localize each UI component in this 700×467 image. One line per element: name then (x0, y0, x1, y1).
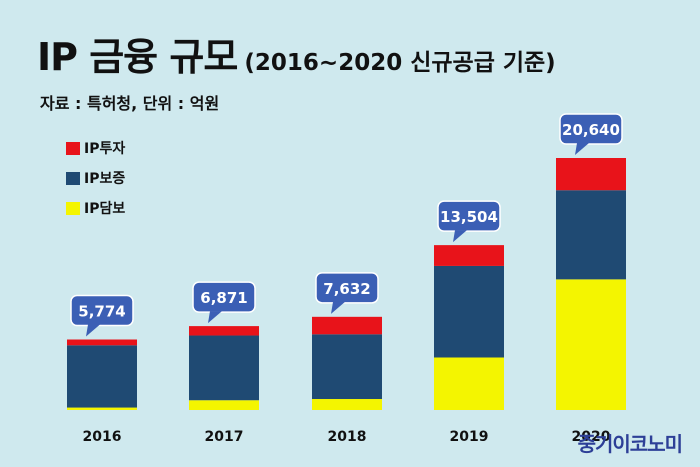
callout-bubble-2017 (192, 281, 256, 313)
callout-pointer-2017 (208, 311, 222, 324)
total-callout-2019: 13,504 (437, 200, 501, 243)
legend-label-ip-investment: IP투자 (84, 141, 126, 157)
callout-bubble-2020 (559, 113, 623, 145)
callout-bubble-2016 (70, 294, 134, 327)
bar-ip-investment-2020 (556, 158, 626, 191)
callout-bubble-2018 (315, 272, 379, 304)
legend-swatch-ip-guarantee (66, 171, 80, 185)
total-label-2016: 5,774 (78, 303, 125, 321)
legend-item-ip-investment: IP투자 (66, 140, 126, 157)
bar-ip-guarantee-2020 (556, 190, 626, 280)
bar-ip-investment-2017 (189, 326, 259, 336)
bar-ip-guarantee-2019 (434, 265, 504, 358)
legend-label-ip-collateral: IP담보 (84, 201, 126, 217)
bar-ip-collateral-2018 (312, 399, 382, 410)
bar-ip-collateral-2020 (556, 279, 626, 410)
legend-label-ip-guarantee: IP보증 (84, 171, 126, 187)
legend-item-ip-collateral: IP담보 (66, 200, 126, 217)
callout-pointer-2016 (86, 324, 100, 337)
bar-ip-collateral-2016 (67, 407, 137, 410)
watermark-logo: 중기이코노미 (577, 432, 683, 456)
legend: IP투자 IP보증 IP담보 (66, 140, 125, 230)
legend-item-ip-guarantee: IP보증 (66, 170, 126, 187)
callout-pointer-2019 (453, 230, 467, 243)
bar-ip-investment-2019 (434, 245, 504, 266)
total-callout-2018: 7,632 (315, 272, 379, 314)
x-tick-label-2019: 2019 (450, 429, 489, 445)
bar-ip-investment-2016 (67, 339, 137, 346)
bar-ip-investment-2018 (312, 316, 382, 335)
chart-title: IP 금융 규모 (37, 35, 238, 79)
bar-ip-guarantee-2016 (67, 345, 137, 408)
x-tick-label-2020: 2020 (572, 429, 611, 445)
bar-ip-collateral-2017 (189, 400, 259, 410)
callout-pointer-2020 (575, 143, 589, 155)
total-callout-2020: 20,640 (559, 113, 623, 155)
source-note: 자료 : 특허청, 단위 : 억원 (40, 94, 220, 113)
callout-bubble-2019 (437, 200, 501, 232)
bar-ip-guarantee-2018 (312, 334, 382, 400)
callout-pointer-2018 (331, 301, 345, 314)
total-callout-2016: 5,774 (70, 294, 134, 337)
chart-subtitle: (2016~2020 신규공급 기준) (244, 50, 556, 76)
bar-ip-guarantee-2017 (189, 335, 259, 401)
legend-swatch-ip-collateral (66, 201, 80, 215)
total-label-2019: 13,504 (440, 208, 498, 226)
x-tick-label-2016: 2016 (83, 429, 122, 445)
x-tick-label-2017: 2017 (205, 429, 244, 445)
total-callout-2017: 6,871 (192, 281, 256, 324)
bar-ip-collateral-2019 (434, 357, 504, 410)
x-tick-label-2018: 2018 (328, 429, 367, 445)
legend-swatch-ip-investment (66, 141, 80, 155)
total-label-2017: 6,871 (200, 289, 247, 307)
total-label-2018: 7,632 (323, 280, 370, 298)
chart-title-row: IP 금융 규모 (2016~2020 신규공급 기준) (37, 26, 556, 81)
total-label-2020: 20,640 (562, 121, 620, 139)
